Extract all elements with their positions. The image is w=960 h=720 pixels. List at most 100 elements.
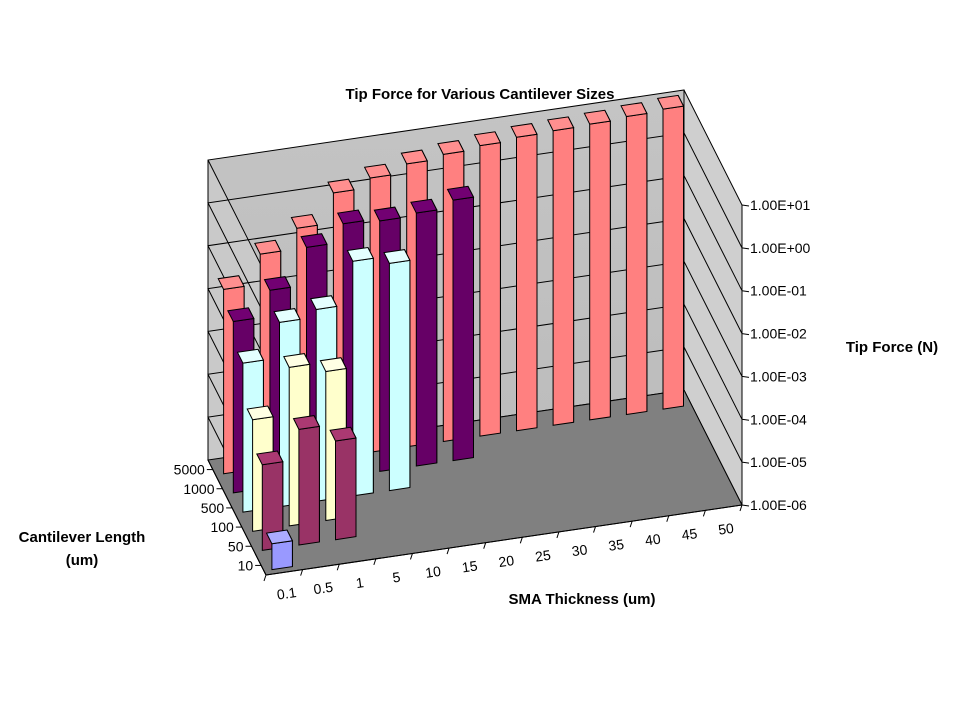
y-tick-label: 1.00E-05 xyxy=(750,454,807,470)
bar-top xyxy=(265,529,294,545)
bar-top xyxy=(546,116,575,132)
y-tick-mark xyxy=(741,333,750,336)
x-tick-label: 50 xyxy=(717,520,735,538)
bar-500-10 xyxy=(383,249,411,492)
bar-top xyxy=(446,185,475,201)
bar-500-5 xyxy=(346,246,375,497)
bar-top xyxy=(473,131,502,147)
bar-top xyxy=(410,198,438,214)
bar-front xyxy=(298,425,320,546)
bar-5000-45 xyxy=(620,102,648,416)
y-tick-mark xyxy=(741,204,750,207)
bar-front xyxy=(335,437,357,541)
x-tick-mark xyxy=(593,526,597,533)
depth-tick-label: 1000 xyxy=(183,481,214,497)
bar-top xyxy=(327,178,355,194)
depth-tick-label: 500 xyxy=(201,500,225,516)
y-tick-label: 1.00E+01 xyxy=(750,197,811,213)
bar-top xyxy=(437,140,465,155)
bar-top xyxy=(290,213,319,229)
x-tick-mark xyxy=(336,564,340,571)
x-tick-label: 35 xyxy=(607,536,625,554)
y-tick-label: 1.00E-01 xyxy=(750,283,807,299)
bar-top xyxy=(583,109,612,125)
bar-5000-25 xyxy=(473,131,502,437)
bar-top xyxy=(227,307,255,323)
x-tick-label: 25 xyxy=(534,547,552,565)
y-tick-mark xyxy=(741,418,750,421)
bar-top xyxy=(373,206,401,222)
bar-50-1 xyxy=(329,426,357,541)
bar-10-0.1 xyxy=(265,529,294,571)
bar-5000-30 xyxy=(510,123,538,432)
bar-front xyxy=(625,112,648,416)
y-tick-mark xyxy=(741,461,750,464)
bar-top xyxy=(292,415,321,430)
x-tick-label: 40 xyxy=(644,530,662,548)
x-tick-mark xyxy=(702,510,706,517)
bar-top xyxy=(254,239,282,255)
bar-top xyxy=(236,348,265,364)
y-tick-label: 1.00E-06 xyxy=(750,497,807,513)
depth-axis-title-line1: Cantilever Length xyxy=(19,529,146,546)
depth-axis-ticks: 10 50 100 500 1000 5000 xyxy=(174,459,267,576)
x-tick-label: 0.5 xyxy=(312,579,334,598)
x-tick-mark xyxy=(300,569,304,576)
depth-tick-label: 50 xyxy=(228,538,244,554)
bar-top xyxy=(336,209,365,225)
bar-top xyxy=(309,295,338,311)
bar-top xyxy=(400,149,428,165)
depth-axis-title-line2: (um) xyxy=(66,552,99,569)
x-axis-line xyxy=(265,504,743,576)
bar-top xyxy=(263,276,292,291)
y-tick-label: 1.00E-03 xyxy=(750,368,807,384)
y-tick-mark xyxy=(741,504,750,507)
x-tick-mark xyxy=(629,520,633,528)
bar-5000-35 xyxy=(546,116,575,426)
x-axis-title: SMA Thickness (um) xyxy=(509,591,656,608)
y-tick-mark xyxy=(741,375,750,378)
bar-front xyxy=(589,120,611,421)
x-tick-mark xyxy=(446,547,450,555)
x-tick-label: 10 xyxy=(424,563,442,581)
y-tick-mark xyxy=(741,247,750,250)
x-tick-label: 15 xyxy=(461,557,479,575)
x-tick-mark xyxy=(373,558,377,566)
bar-top xyxy=(329,426,357,442)
x-tick-mark xyxy=(263,574,267,582)
x-tick-label: 20 xyxy=(497,552,515,570)
x-tick-label: 5 xyxy=(391,569,401,586)
x-tick-label: 30 xyxy=(571,541,589,559)
y-tick-label: 1.00E+00 xyxy=(750,240,811,256)
bar-front xyxy=(415,209,438,467)
bar-front xyxy=(552,127,575,426)
x-tick-mark xyxy=(739,504,743,512)
bar-top xyxy=(620,102,648,118)
y-axis-ticks: 1.00E-06 1.00E-05 1.00E-04 1.00E-03 1.00E-02… xyxy=(741,197,811,513)
x-axis-ticks: 0.1 0.5 1 5 10 15 20 25 30 35 40 45 50 xyxy=(263,504,743,603)
x-tick-label: 45 xyxy=(681,525,699,543)
bar-front xyxy=(452,196,474,462)
bar-top xyxy=(346,246,375,262)
bar-top xyxy=(383,249,411,264)
bar-50-0.1 xyxy=(256,450,284,551)
depth-tick-label: 5000 xyxy=(174,462,205,478)
bar-5000-40 xyxy=(583,109,612,421)
bar-front xyxy=(271,540,293,571)
depth-axis-line xyxy=(207,459,267,576)
bar-front xyxy=(388,259,411,492)
bar-top xyxy=(300,233,328,248)
bar-50-0.5 xyxy=(292,415,321,546)
bar-front xyxy=(516,133,538,432)
bar-top xyxy=(217,275,245,290)
x-tick-mark xyxy=(519,537,523,544)
y-tick-label: 1.00E-02 xyxy=(750,326,807,342)
y-tick-mark xyxy=(741,290,750,293)
chart-title: Tip Force for Various Cantilever Sizes xyxy=(346,86,615,103)
bar-top xyxy=(510,123,538,138)
bar-front xyxy=(662,105,684,410)
bar-1000-15 xyxy=(410,198,438,467)
y-tick-label: 1.00E-04 xyxy=(750,411,807,427)
bars xyxy=(217,94,685,571)
